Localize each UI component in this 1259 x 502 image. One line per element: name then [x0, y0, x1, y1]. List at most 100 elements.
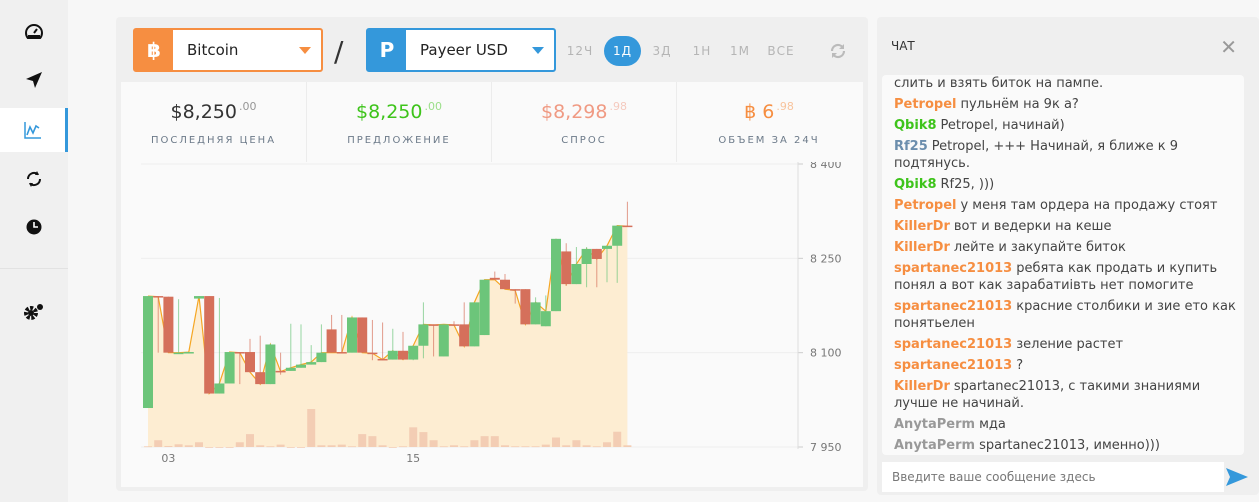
- chart-icon: [23, 122, 41, 139]
- stat-decimals: .00: [424, 100, 442, 113]
- y-tick-label: 8 250: [810, 252, 842, 265]
- volume-bar: [286, 447, 295, 448]
- candle-body: [357, 317, 368, 353]
- stat-value: $8,250.00: [307, 100, 491, 123]
- chat-username[interactable]: Petropel: [894, 198, 957, 213]
- stat-1: $8,250.00 ПРЕДЛОЖЕНИЕ: [306, 82, 491, 162]
- send-arrow-icon[interactable]: [1225, 466, 1249, 488]
- sidebar-item-history[interactable]: [0, 205, 68, 249]
- volume-bar: [348, 446, 356, 448]
- candle-body: [194, 296, 204, 299]
- volume-bar: [623, 445, 632, 447]
- candle-body: [571, 263, 582, 285]
- chat-username[interactable]: AnytaPerm: [894, 417, 976, 432]
- refresh-icon[interactable]: [830, 43, 846, 59]
- volume-bar: [521, 446, 530, 448]
- quote-currency-select[interactable]: P Payeer USD: [366, 28, 556, 72]
- y-tick-label: 8 100: [810, 347, 842, 360]
- timeframe-12h[interactable]: 12Ч: [566, 44, 594, 58]
- stat-label: ПРЕДЛОЖЕНИЕ: [347, 135, 451, 146]
- volume-bar: [460, 446, 469, 448]
- chat-text: мда: [979, 417, 1006, 432]
- volume-bar: [409, 427, 418, 447]
- chat-text: зеление растет: [1016, 337, 1124, 352]
- volume-bar: [429, 440, 438, 447]
- volume-bar: [154, 440, 163, 447]
- chat-username[interactable]: Rf25: [894, 139, 928, 154]
- candle-body: [530, 302, 541, 325]
- sidebar-item-chart[interactable]: [0, 108, 68, 152]
- chat-username[interactable]: spartanec21013: [894, 358, 1013, 373]
- stat-0: $8,250.00 ПОСЛЕДНЯЯ ЦЕНА: [121, 82, 306, 162]
- candle-body: [163, 296, 174, 353]
- chat-username[interactable]: Petropel: [894, 97, 957, 112]
- close-icon[interactable]: ✕: [1220, 35, 1237, 59]
- timeframe-all[interactable]: ВСЕ: [767, 44, 795, 58]
- chat-message: AnytaPerm мда: [894, 416, 1236, 433]
- candle-body: [459, 324, 470, 347]
- pair-separator: /: [334, 35, 344, 68]
- chat-username[interactable]: KillerDr: [894, 379, 950, 394]
- volume-bar: [613, 431, 622, 447]
- chat-messages[interactable]: слить и взять биток на пампе. Petropel пул…: [882, 75, 1244, 455]
- chevron-down-icon: [299, 46, 311, 54]
- candle-body: [602, 245, 612, 249]
- volume-bar: [164, 445, 173, 447]
- stat-label: ПОСЛЕДНЯЯ ЦЕНА: [150, 135, 277, 146]
- sidebar-item-settings[interactable]: [0, 290, 68, 334]
- chat-username[interactable]: spartanec21013: [894, 261, 1013, 276]
- candle-body: [551, 238, 561, 312]
- timeframe-1m[interactable]: 1М: [730, 44, 750, 58]
- sidebar-item-send[interactable]: [0, 58, 68, 102]
- chat-username[interactable]: KillerDr: [894, 240, 950, 255]
- candle-body: [500, 279, 510, 290]
- chat-message: spartanec21013 ребята как продать и купит…: [894, 260, 1236, 294]
- candle-body: [316, 352, 327, 363]
- sidebar-item-exchange[interactable]: [0, 157, 68, 201]
- candle-body: [479, 279, 490, 336]
- trading-panel: ฿ Bitcoin / P Payeer USD 12Ч 1Д 3Д 1Н 1М…: [116, 17, 868, 491]
- stat-label: ОБЪЕМ ЗА 24Ч: [718, 135, 820, 146]
- stat-decimals: .98: [609, 100, 627, 113]
- timeframe-1w[interactable]: 1Н: [692, 44, 712, 58]
- sidebar-item-dashboard[interactable]: [0, 10, 68, 54]
- candle-body: [214, 383, 225, 394]
- timeframe-1d[interactable]: 1Д: [604, 36, 641, 66]
- chat-text: ?: [1016, 358, 1024, 373]
- chat-username[interactable]: KillerDr: [894, 219, 950, 234]
- chat-message-input[interactable]: [882, 462, 1224, 492]
- chat-message: spartanec21013?: [894, 357, 1236, 374]
- base-currency-select[interactable]: ฿ Bitcoin: [133, 28, 323, 72]
- exchange-icon: [26, 171, 42, 187]
- chat-message: Qbik8 Rf25, ))): [894, 176, 1236, 193]
- candle-body: [581, 248, 592, 264]
- stat-2: $8,298.98 СПРОС: [491, 82, 676, 162]
- chevron-down-icon: [532, 46, 544, 54]
- chat-text: Rf25, ))): [940, 177, 995, 192]
- candle-body: [255, 372, 266, 385]
- price-chart[interactable]: 8 400 8 250 8 100 7 950 03 15: [121, 162, 863, 487]
- chat-username[interactable]: spartanec21013: [894, 337, 1013, 352]
- chat-text: лейте и закупайте биток: [953, 240, 1126, 255]
- timeframe-3d[interactable]: 3Д: [652, 44, 672, 58]
- candle-body: [296, 364, 306, 368]
- market-panel: $8,250.00 ПОСЛЕДНЯЯ ЦЕНА $8,250.00 ПРЕДЛОЖЕ…: [121, 82, 863, 487]
- stat-value: $8,250.00: [121, 100, 306, 123]
- chat-message: Petropel пульнём на 9к а?: [894, 96, 1236, 113]
- chat-username[interactable]: Qbik8: [894, 177, 937, 192]
- candle-body: [153, 296, 164, 298]
- volume-bar: [592, 446, 601, 448]
- chat-panel: ЧАТ ✕ слить и взять биток на пампе. Petro…: [877, 17, 1259, 495]
- candle-body: [428, 324, 439, 326]
- chat-message: KillerDr вот и ведерки на кеше: [894, 218, 1236, 235]
- volume-bar: [297, 447, 305, 448]
- chat-message: Qbik8 Petropel, начинай): [894, 117, 1236, 134]
- volume-bar: [419, 432, 428, 447]
- chat-username[interactable]: spartanec21013: [894, 299, 1013, 314]
- volume-bar: [470, 440, 479, 447]
- chat-message: KillerDr spartanec21013, с такими знаниям…: [894, 378, 1236, 412]
- chat-text: у меня там ордера на продажу стоят: [960, 198, 1218, 213]
- chat-message: Petropel у меня там ордера на продажу сто…: [894, 197, 1236, 214]
- chat-username[interactable]: Qbik8: [894, 118, 937, 133]
- chat-username[interactable]: AnytaPerm: [894, 438, 976, 453]
